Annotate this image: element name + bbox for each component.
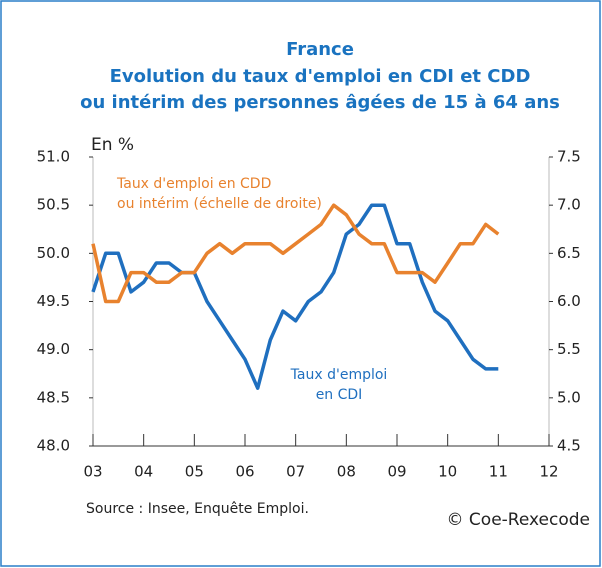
y-tick-label: 49.0 <box>37 340 70 358</box>
copyright: © Coe-Rexecode <box>447 510 590 530</box>
x-tick-label: 11 <box>489 463 508 481</box>
series-label: Taux d'emploi <box>290 367 388 383</box>
y-tick-label: 50.0 <box>37 244 70 262</box>
x-tick-label: 12 <box>539 463 558 481</box>
y-tick-label: 48.5 <box>37 388 70 406</box>
x-tick-label: 06 <box>235 463 254 481</box>
x-tick-label: 03 <box>83 463 102 481</box>
chart-title: ou intérim des personnes âgées de 15 à 6… <box>80 92 560 113</box>
series-line <box>91 203 499 390</box>
y2-tick-label: 7.5 <box>557 148 581 166</box>
source: Source : Insee, Enquête Emploi. <box>86 501 309 517</box>
series-line <box>91 203 500 304</box>
chart-title: Evolution du taux d'emploi en CDI et CDD <box>110 66 531 87</box>
series-label: ou intérim (échelle de droite) <box>117 196 322 212</box>
y2-tick-label: 4.5 <box>557 437 581 455</box>
y2-tick-label: 7.0 <box>557 196 581 214</box>
y-tick-label: 49.5 <box>37 292 70 310</box>
x-tick-label: 10 <box>438 463 457 481</box>
y2-tick-label: 6.5 <box>557 244 581 262</box>
chart-title: France <box>286 39 354 60</box>
x-tick-label: 04 <box>134 463 153 481</box>
y2-tick-label: 5.0 <box>557 388 581 406</box>
y-axis-label: En % <box>91 135 134 155</box>
y-tick-label: 50.5 <box>37 196 70 214</box>
y-tick-label: 48.0 <box>37 437 70 455</box>
y2-tick-label: 6.0 <box>557 292 581 310</box>
series-label: Taux d'emploi en CDD <box>116 176 271 192</box>
x-tick-label: 05 <box>185 463 204 481</box>
x-tick-label: 08 <box>337 463 356 481</box>
y-tick-label: 51.0 <box>37 148 70 166</box>
y2-tick-label: 5.5 <box>557 340 581 358</box>
x-tick-label: 07 <box>286 463 305 481</box>
x-tick-label: 09 <box>387 463 406 481</box>
series-label: en CDI <box>316 387 363 403</box>
